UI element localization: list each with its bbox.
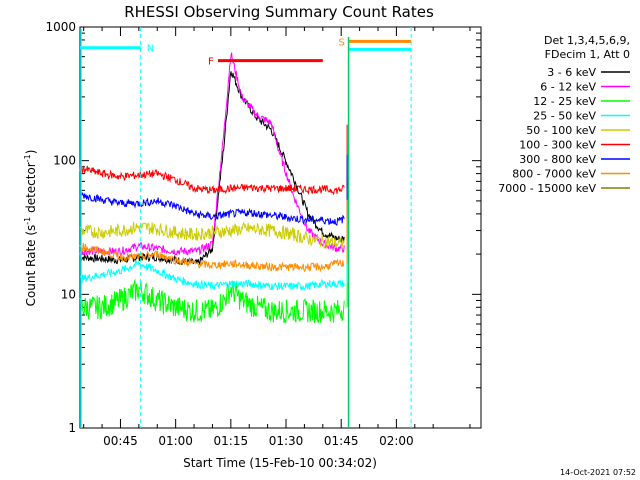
series-line-1 xyxy=(79,71,345,266)
series-line-8 xyxy=(79,242,345,273)
y-tick-label: 1000 xyxy=(45,20,76,34)
series-layer xyxy=(79,52,348,324)
axis-ticks xyxy=(80,26,481,429)
y-axis-label: Count Rate (s-1 detector-1) xyxy=(23,150,38,307)
flag-label-f: F xyxy=(208,57,214,68)
series-line-5 xyxy=(79,221,345,249)
x-tick-label: 01:00 xyxy=(158,434,193,448)
series-line-6 xyxy=(79,164,345,196)
y-tick-labels: 1 10 100 1000 xyxy=(45,20,76,435)
x-axis-label: Start Time (15-Feb-10 00:34:02) xyxy=(183,456,377,470)
legend-label-6: 100 - 300 keV xyxy=(519,139,596,152)
x-tick-label: 00:45 xyxy=(103,434,138,448)
timestamp: 14-Oct-2021 07:52 xyxy=(560,468,636,477)
series-line-4 xyxy=(79,259,345,291)
legend-label-2: 6 - 12 keV xyxy=(540,81,596,94)
legend-label-7: 300 - 800 keV xyxy=(519,153,596,166)
series-line-7 xyxy=(79,190,345,226)
flag-label-n: N xyxy=(147,44,154,55)
y-tick-label: 100 xyxy=(53,154,76,168)
y-tick-label: 1 xyxy=(68,421,76,435)
x-tick-labels: 00:45 01:00 01:15 01:30 01:45 02:00 xyxy=(103,434,414,448)
chart-title: RHESSI Observing Summary Count Rates xyxy=(124,3,434,21)
legend: Det 1,3,4,5,6,9, FDecim 1, Att 0 3 - 6 k… xyxy=(498,34,630,195)
series-line-3 xyxy=(79,278,345,324)
x-tick-label: 02:00 xyxy=(379,434,414,448)
x-tick-label: 01:30 xyxy=(269,434,304,448)
legend-label-1: 3 - 6 keV xyxy=(547,66,596,79)
legend-header-1: Det 1,3,4,5,6,9, xyxy=(544,34,630,47)
x-tick-label: 01:15 xyxy=(214,434,249,448)
x-tick-label: 01:45 xyxy=(324,434,359,448)
legend-label-8: 800 - 7000 keV xyxy=(512,168,596,181)
legend-label-5: 50 - 100 keV xyxy=(526,124,596,137)
legend-label-3: 12 - 25 keV xyxy=(533,95,596,108)
legend-label-4: 25 - 50 keV xyxy=(533,110,596,123)
flag-label-s: S xyxy=(339,37,345,48)
flag-layer: N F S xyxy=(80,27,412,428)
legend-header-2: FDecim 1, Att 0 xyxy=(545,48,630,61)
series-line-2 xyxy=(79,52,345,257)
legend-label-9: 7000 - 15000 keV xyxy=(498,182,596,195)
y-tick-label: 10 xyxy=(61,287,76,301)
